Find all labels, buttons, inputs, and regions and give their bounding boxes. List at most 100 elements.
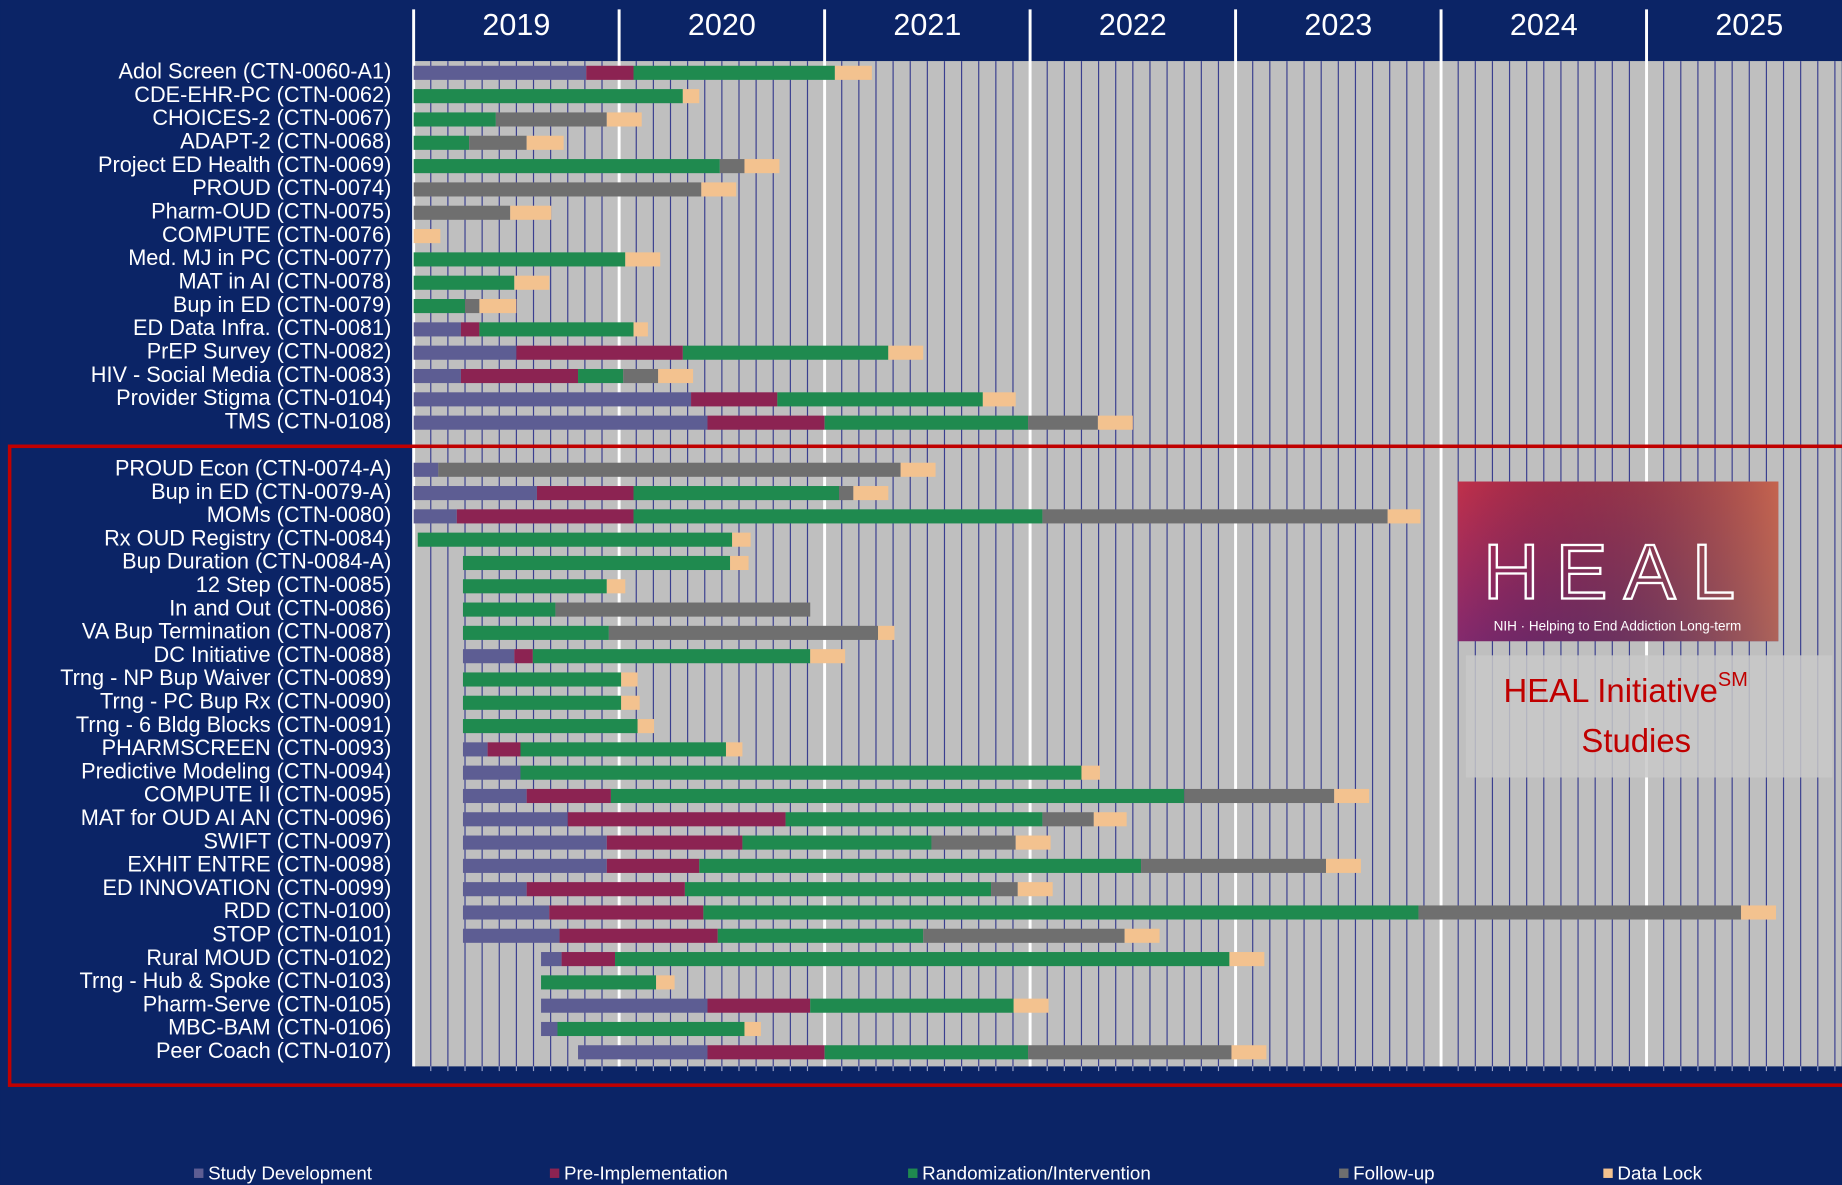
bar-segment (1229, 952, 1264, 966)
bar-segment (520, 766, 1081, 780)
bar-segment (463, 603, 555, 617)
bar-segment (1334, 789, 1369, 803)
bar-segment (1028, 416, 1098, 430)
bar-segment (560, 929, 718, 943)
bar-segment (744, 1022, 760, 1036)
bar-segment (463, 696, 621, 710)
bar-segment (418, 533, 732, 547)
row-label: STOP (CTN-0101) (212, 922, 391, 947)
bar-segment (1231, 1045, 1266, 1059)
bar-segment (414, 66, 587, 80)
x-tick-label: 2023 (1304, 8, 1372, 42)
bar-segment (537, 486, 634, 500)
bar-segment (541, 999, 707, 1013)
row-label: ED INNOVATION (CTN-0099) (103, 875, 392, 900)
row-label: SWIFT (CTN-0097) (203, 828, 391, 853)
bar-segment (1094, 812, 1127, 826)
bar-segment (463, 556, 730, 570)
bar-segment (414, 136, 469, 150)
bar-segment (835, 66, 872, 80)
bar-segment (541, 1022, 557, 1036)
bar-segment (463, 742, 488, 756)
bar-segment (414, 159, 720, 173)
bar-segment (465, 299, 479, 313)
row-label: Adol Screen (CTN-0060-A1) (119, 59, 392, 84)
legend-label: Follow-up (1353, 1162, 1434, 1183)
x-tick-label: 2019 (482, 8, 550, 42)
row-label: PROUD (CTN-0074) (192, 175, 391, 200)
logo-title: HEAL (1483, 529, 1751, 615)
bar-segment (541, 975, 656, 989)
row-label: Rural MOUD (CTN-0102) (146, 945, 391, 970)
row-label: Project ED Health (CTN-0069) (98, 152, 391, 177)
bar-segment (1125, 929, 1160, 943)
bar-segment (707, 999, 810, 1013)
bar-segment (656, 975, 674, 989)
row-label: PHARMSCREEN (CTN-0093) (102, 735, 392, 760)
bar-segment (414, 369, 461, 383)
bar-segment (514, 276, 549, 290)
bar-segment (527, 136, 564, 150)
row-label: Trng - Hub & Spoke (CTN-0103) (80, 968, 392, 993)
bar-segment (414, 322, 461, 336)
bar-segment (691, 392, 777, 406)
bar-segment (991, 882, 1018, 896)
bar-segment (607, 579, 625, 593)
bar-segment (638, 719, 654, 733)
bar-segment (699, 859, 1141, 873)
bar-segment (810, 999, 1013, 1013)
bar-segment (510, 206, 551, 220)
legend-swatch (550, 1169, 559, 1178)
bar-segment (457, 509, 634, 523)
bar-segment (742, 836, 931, 850)
bar-segment (488, 742, 521, 756)
bar-segment (621, 672, 637, 686)
bar-segment (516, 346, 682, 360)
bar-segment (549, 905, 703, 919)
bar-segment (1016, 836, 1051, 850)
legend-label: Pre-Implementation (564, 1162, 728, 1183)
legend-label: Study Development (208, 1162, 373, 1183)
bar-segment (1141, 859, 1326, 873)
legend-swatch (1339, 1169, 1348, 1178)
row-label: RDD (CTN-0100) (224, 898, 392, 923)
row-label: EXHIT ENTRE (CTN-0098) (127, 852, 391, 877)
bar-segment (578, 1045, 707, 1059)
bar-segment (479, 299, 516, 313)
bar-segment (732, 533, 750, 547)
bar-segment (463, 719, 638, 733)
bar-segment (578, 369, 623, 383)
bar-segment (621, 696, 639, 710)
legend-swatch (194, 1169, 203, 1178)
bar-segment (983, 392, 1016, 406)
bar-segment (744, 159, 779, 173)
row-label: Provider Stigma (CTN-0104) (116, 385, 391, 410)
bar-segment (1014, 999, 1049, 1013)
row-label: ADAPT-2 (CTN-0068) (180, 129, 391, 154)
row-label: HIV - Social Media (CTN-0083) (91, 362, 392, 387)
bar-segment (1042, 509, 1387, 523)
bar-segment (825, 1045, 1028, 1059)
row-label: Med. MJ in PC (CTN-0077) (128, 245, 391, 270)
bar-segment (634, 322, 648, 336)
bar-segment (461, 322, 479, 336)
bar-segment (853, 486, 888, 500)
legend-swatch (1603, 1169, 1612, 1178)
bar-segment (463, 905, 549, 919)
bar-segment (1028, 1045, 1231, 1059)
bar-segment (1042, 812, 1093, 826)
bar-segment (923, 929, 1124, 943)
bar-segment (414, 299, 465, 313)
bar-segment (520, 742, 725, 756)
annotation-line: HEAL Initiative (1503, 672, 1717, 709)
bar-segment (825, 416, 1028, 430)
row-label: Trng - PC Bup Rx (CTN-0090) (100, 689, 391, 714)
bar-segment (414, 392, 691, 406)
bar-segment (414, 416, 708, 430)
bar-segment (707, 416, 824, 430)
bar-segment (625, 252, 660, 266)
bar-segment (414, 112, 496, 126)
annotation-superscript: SM (1718, 669, 1748, 691)
row-label: TMS (CTN-0108) (225, 408, 392, 433)
row-label: Pharm-Serve (CTN-0105) (143, 991, 392, 1016)
